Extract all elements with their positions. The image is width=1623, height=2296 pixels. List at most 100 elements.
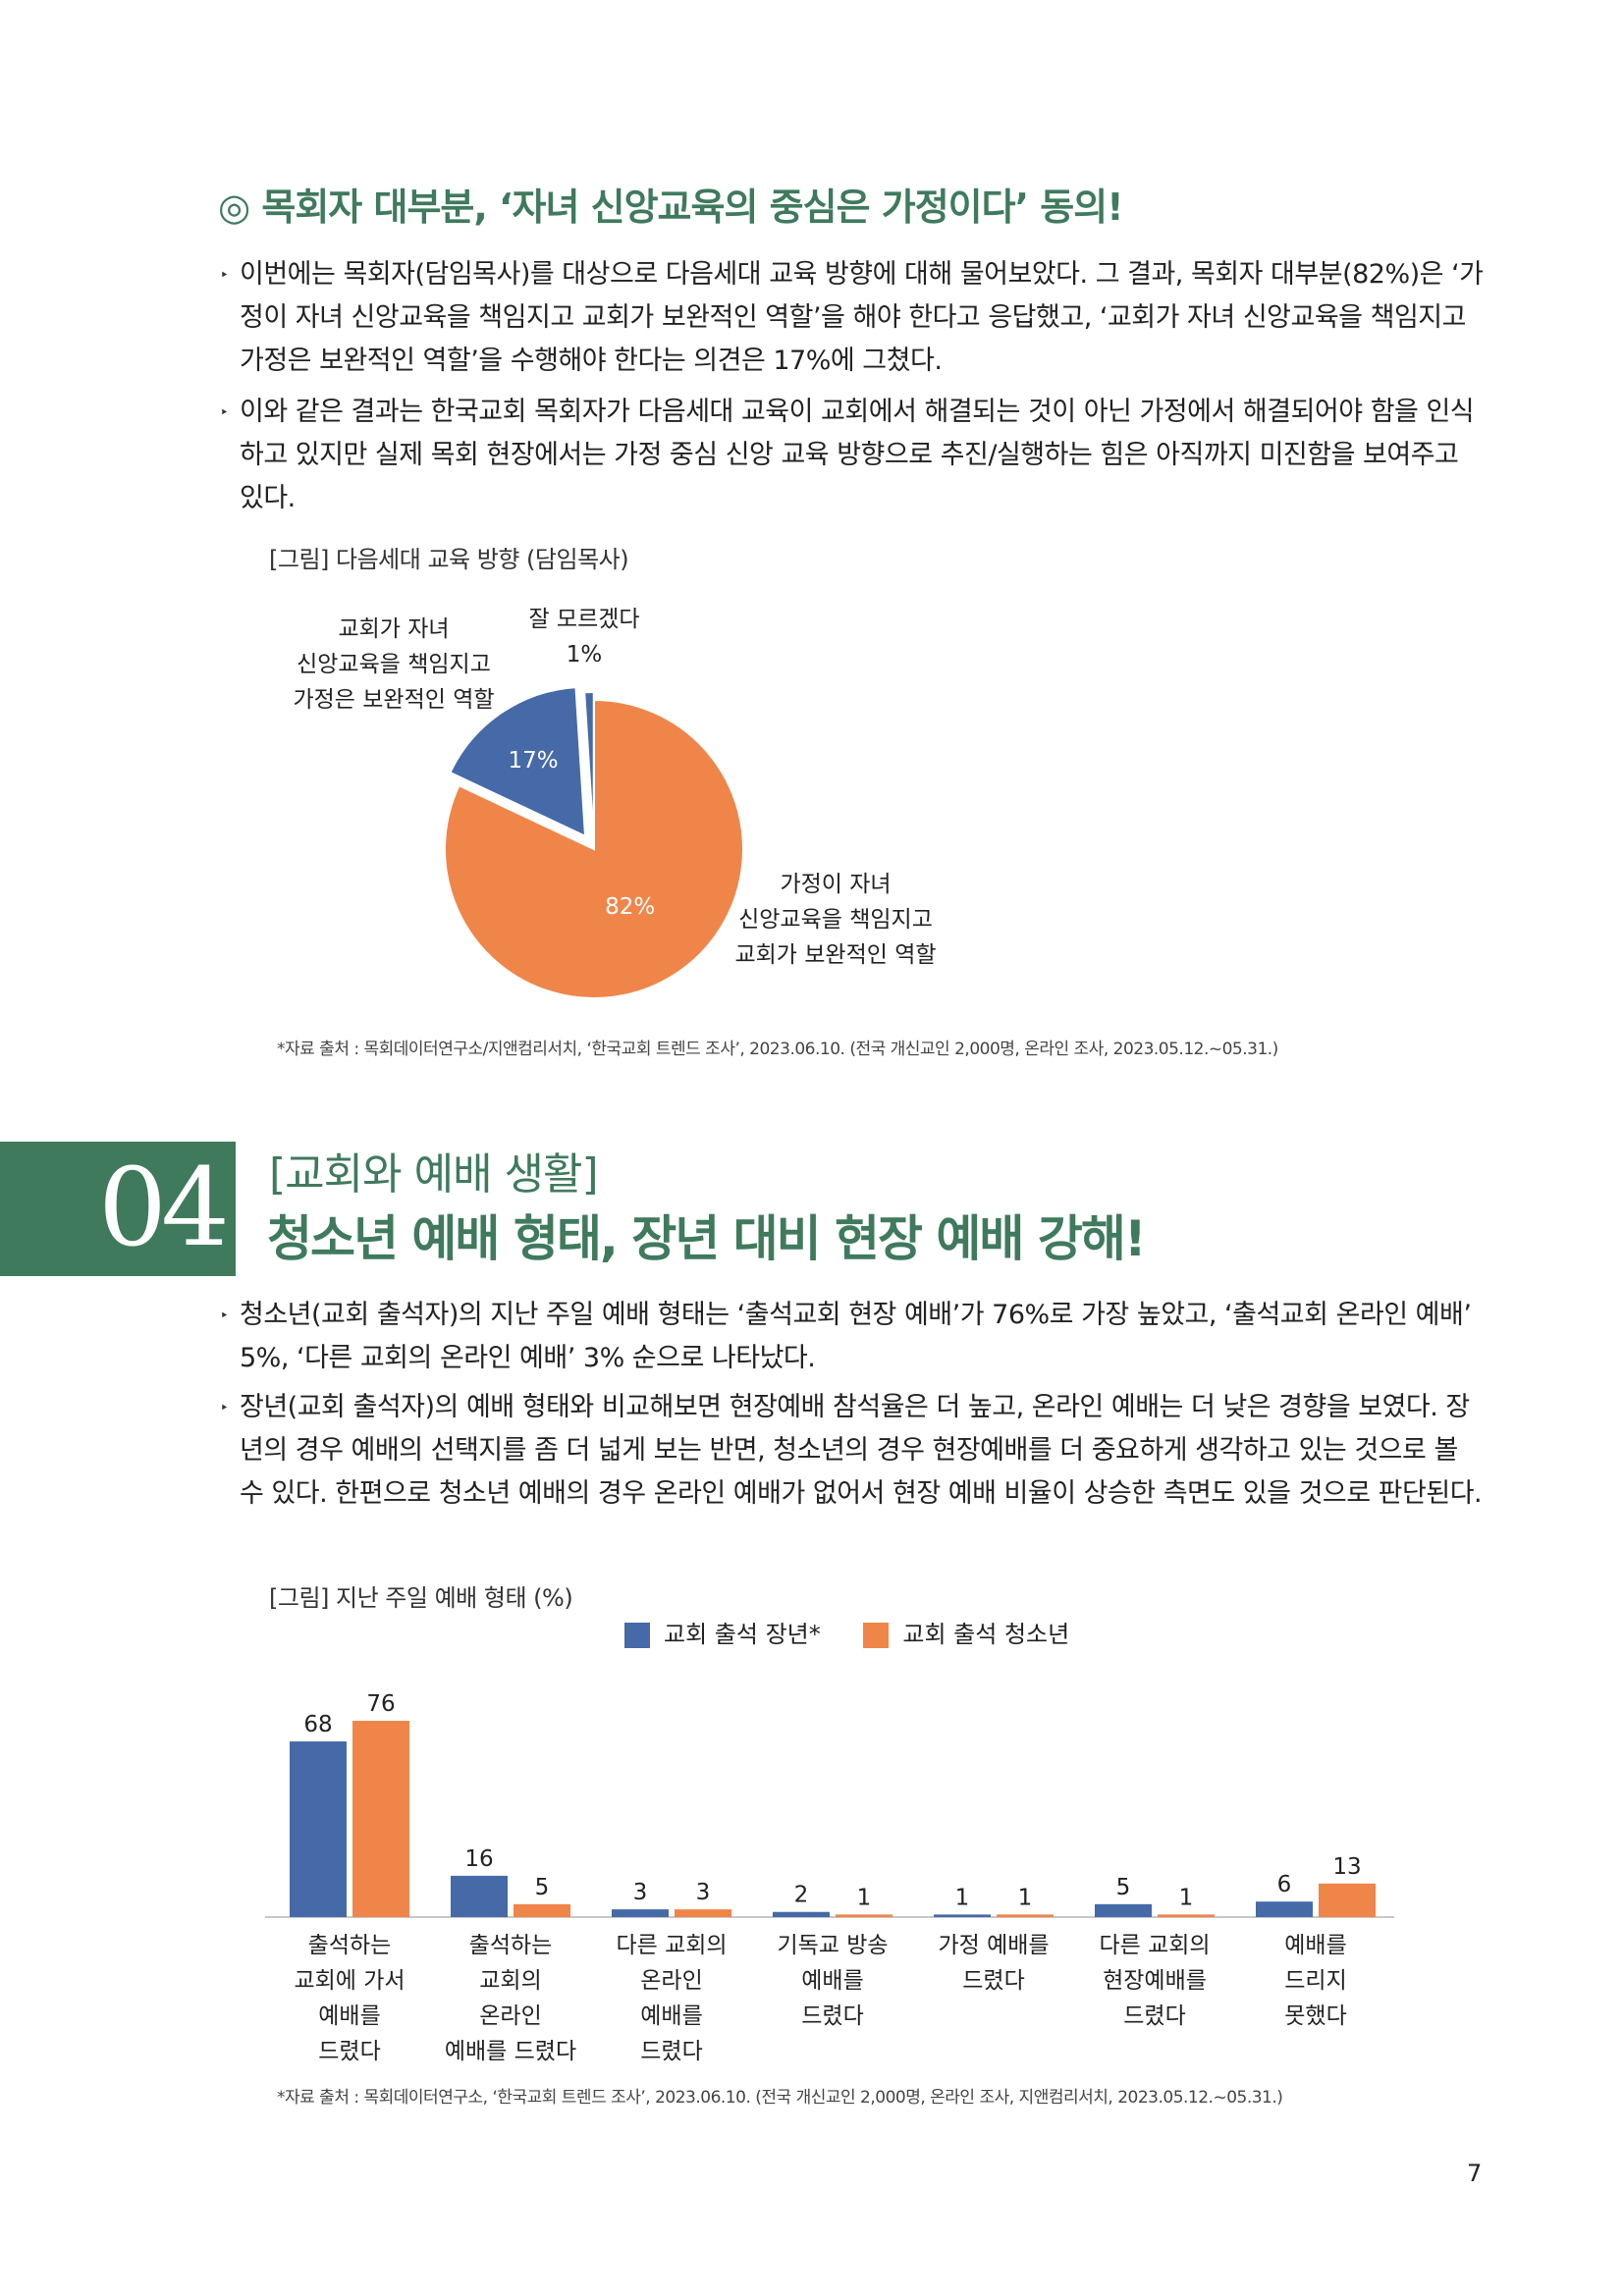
pie-label-line: 교회가 보완적인 역할 bbox=[734, 942, 937, 968]
bar-value-label: 2 bbox=[794, 1883, 809, 1908]
category-label-line: 예배를 bbox=[801, 1968, 864, 1994]
bullet-triangle-icon: ‣ bbox=[220, 403, 229, 421]
section-title: 청소년 예배 형태, 장년 대비 현장 예배 강해! bbox=[267, 1210, 1147, 1267]
pie-slice-home bbox=[444, 698, 744, 999]
pie-label-line: 잘 모르겠다 bbox=[528, 607, 640, 632]
bar-value-label: 6 bbox=[1277, 1872, 1292, 1897]
category-label-line: 교회의 bbox=[479, 1968, 542, 1994]
bar-value-label: 5 bbox=[1116, 1875, 1131, 1900]
section-subtitle: [교회와 예배 생활] bbox=[269, 1149, 599, 1200]
pie-slice-dontknow bbox=[583, 691, 595, 842]
legend-swatch bbox=[863, 1623, 890, 1648]
bullet-triangle-icon: ‣ bbox=[220, 1399, 229, 1416]
pie-label-line: 신앙교육을 책임지고 bbox=[738, 907, 933, 933]
bar-youth bbox=[836, 1914, 893, 1917]
pie-slice-value-label: 82% bbox=[605, 894, 655, 920]
category-label-line: 출석하는 bbox=[307, 1933, 392, 1958]
bar-value-label: 68 bbox=[303, 1712, 332, 1737]
bullet-text: 이번에는 목회자(담임목사)를 대상으로 다음세대 교육 방향에 대해 물어보았… bbox=[240, 259, 1484, 376]
figure-title: [그림] 다음세대 교육 방향 (담임목사) bbox=[269, 546, 629, 573]
pie-label-line: 교회가 자녀 bbox=[338, 616, 450, 642]
category-label-line: 예배를 bbox=[640, 2003, 703, 2029]
category-label-line: 예배를 bbox=[1284, 1933, 1347, 1958]
bar-value-label: 76 bbox=[366, 1691, 395, 1717]
category-label-line: 온라인 bbox=[479, 2003, 542, 2029]
legend-swatch bbox=[624, 1623, 650, 1648]
category-label-line: 출석하는 bbox=[468, 1933, 553, 1958]
pie-chart: 82% 17% bbox=[444, 686, 744, 999]
bullet-text: 이와 같은 결과는 한국교회 목회자가 다음세대 교육이 교회에서 해결되는 것… bbox=[240, 397, 1475, 513]
bullet-paragraph: ‣ 청소년(교회 출석자)의 지난 주일 예배 형태는 ‘출석교회 현장 예배’… bbox=[220, 1294, 1487, 1380]
legend-item: 교회 출석 청소년 bbox=[863, 1615, 1069, 1649]
pie-label-line: 가정이 자녀 bbox=[780, 872, 892, 897]
category-label-line: 못했다 bbox=[1284, 2003, 1347, 2029]
section-heading: ◎ 목회자 대부분, ‘자녀 신앙교육의 중심은 가정이다’ 동의! bbox=[218, 186, 1124, 229]
bar-youth bbox=[514, 1903, 570, 1917]
category-label-line: 드렸다 bbox=[318, 2039, 381, 2064]
bullet-triangle-icon: ‣ bbox=[220, 266, 229, 284]
bar-value-label: 5 bbox=[535, 1875, 550, 1900]
category-label-line: 예배를 bbox=[318, 2003, 381, 2029]
bar-adult bbox=[934, 1914, 991, 1917]
legend-item: 교회 출석 장년* bbox=[624, 1615, 821, 1649]
category-label-line: 예배를 드렸다 bbox=[444, 2039, 577, 2064]
pie-slice-value-label: 17% bbox=[508, 748, 558, 774]
category-label-line: 교회에 가서 bbox=[294, 1968, 406, 1994]
bar-youth bbox=[352, 1721, 409, 1917]
bar-value-label: 1 bbox=[857, 1885, 872, 1910]
category-label-line: 드렸다 bbox=[640, 2039, 703, 2064]
bar-adult bbox=[773, 1911, 830, 1917]
source-note: *자료 출처 : 목회데이터연구소, ‘한국교회 트렌드 조사’, 2023.0… bbox=[277, 2088, 1283, 2108]
bullet-paragraph: ‣ 이번에는 목회자(담임목사)를 대상으로 다음세대 교육 방향에 대해 물어… bbox=[220, 253, 1487, 383]
pie-label-value: 1% bbox=[566, 642, 603, 667]
bar-adult bbox=[612, 1909, 669, 1917]
bar-value-label: 16 bbox=[464, 1846, 493, 1872]
section-number-box bbox=[0, 1142, 236, 1276]
category-label-line: 기독교 방송 bbox=[777, 1933, 889, 1958]
bar-value-label: 1 bbox=[1018, 1885, 1033, 1910]
bar-value-label: 1 bbox=[1179, 1885, 1194, 1910]
category-label-line: 드리지 bbox=[1284, 1968, 1347, 1994]
bar-adult bbox=[1095, 1903, 1152, 1917]
bar-adult bbox=[451, 1875, 508, 1917]
bullet-paragraph: ‣ 이와 같은 결과는 한국교회 목회자가 다음세대 교육이 교회에서 해결되는… bbox=[220, 391, 1487, 520]
legend-label: 교회 출석 장년* bbox=[664, 1621, 821, 1648]
category-label-line: 드렸다 bbox=[801, 2003, 864, 2029]
bullet-text: 장년(교회 출석자)의 예배 형태와 비교해보면 현장예배 참석율은 더 높고,… bbox=[240, 1392, 1483, 1509]
bar-youth bbox=[1319, 1883, 1376, 1917]
chart-legend: 교회 출석 장년* 교회 출석 청소년 bbox=[624, 1615, 1105, 1649]
category-label-line: 드렸다 bbox=[1123, 2003, 1186, 2029]
figure-title: [그림] 지난 주일 예배 형태 (%) bbox=[269, 1584, 573, 1612]
pie-slice-church bbox=[449, 686, 587, 838]
source-note: *자료 출처 : 목회데이터연구소/지앤컴리서치, ‘한국교회 트렌드 조사’,… bbox=[277, 1040, 1278, 1059]
bar-youth bbox=[675, 1909, 731, 1917]
category-label-line: 온라인 bbox=[640, 1968, 703, 1994]
bar-youth bbox=[997, 1914, 1054, 1917]
category-label-line: 현장예배를 bbox=[1103, 1968, 1207, 1994]
pie-label-line: 신앙교육을 책임지고 bbox=[297, 652, 491, 677]
page-number: 7 bbox=[1467, 2160, 1483, 2187]
category-label-line: 드렸다 bbox=[962, 1968, 1025, 1994]
bar-value-label: 13 bbox=[1332, 1854, 1361, 1880]
category-label-line: 가정 예배를 bbox=[938, 1933, 1050, 1958]
bar-value-label: 1 bbox=[955, 1885, 970, 1910]
bar-adult bbox=[1256, 1901, 1313, 1917]
pie-label-home: 가정이 자녀 신앙교육을 책임지고 교회가 보완적인 역할 bbox=[723, 867, 948, 973]
category-label-line: 다른 교회의 bbox=[616, 1933, 728, 1958]
bar-value-label: 3 bbox=[633, 1880, 648, 1905]
bar-adult bbox=[290, 1741, 347, 1917]
legend-label: 교회 출석 청소년 bbox=[902, 1621, 1070, 1648]
bar-youth bbox=[1158, 1914, 1215, 1917]
bullet-text: 청소년(교회 출석자)의 지난 주일 예배 형태는 ‘출석교회 현장 예배’가 … bbox=[240, 1300, 1472, 1373]
bullet-paragraph: ‣ 장년(교회 출석자)의 예배 형태와 비교해보면 현장예배 참석율은 더 높… bbox=[220, 1386, 1487, 1516]
bar-value-label: 3 bbox=[696, 1880, 711, 1905]
category-label-line: 다른 교회의 bbox=[1099, 1933, 1211, 1958]
pie-label-dontknow: 잘 모르겠다 1% bbox=[511, 602, 658, 672]
